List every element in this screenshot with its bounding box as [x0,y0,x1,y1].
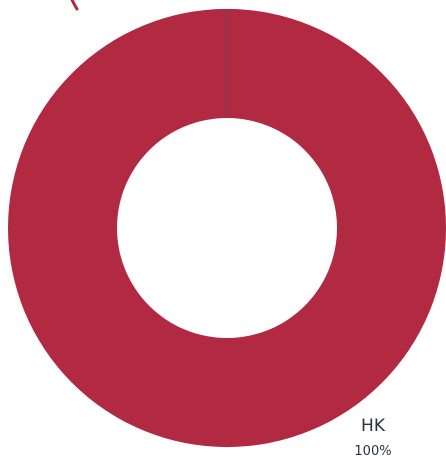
cropped-arc-fragment [70,0,79,11]
slice-percent-hk: 100% [354,444,391,456]
donut-slices [8,9,446,447]
slice-label-hk: HK [361,416,386,436]
donut-slice-hk [8,9,446,447]
